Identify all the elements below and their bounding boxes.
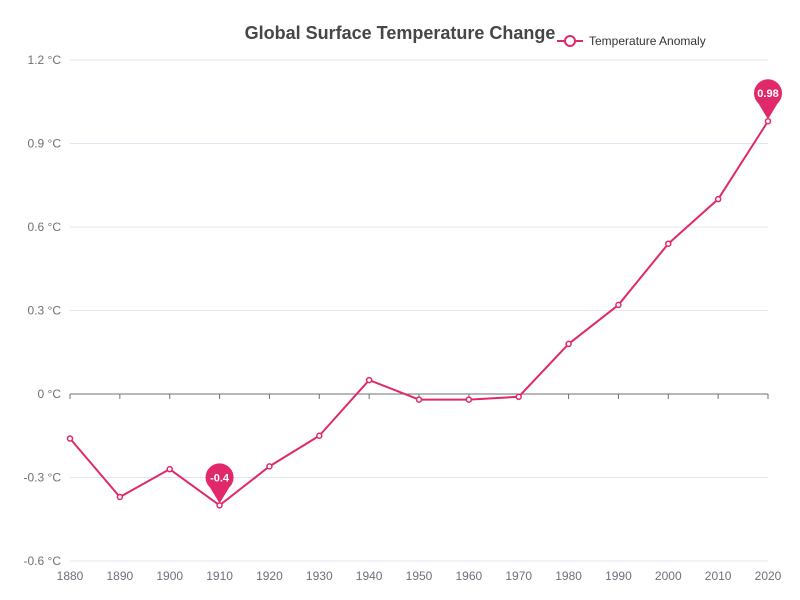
x-tick-label: 1910 xyxy=(206,569,233,583)
data-point[interactable] xyxy=(465,396,473,403)
legend[interactable]: Temperature Anomaly xyxy=(557,34,706,48)
markpoint-pin-shape xyxy=(205,463,234,504)
data-point[interactable] xyxy=(365,376,373,384)
chart-title: Global Surface Temperature Change xyxy=(245,23,556,43)
x-tick-label: 1960 xyxy=(456,569,483,583)
x-tick-label: 2000 xyxy=(655,569,682,583)
series-line xyxy=(69,120,769,507)
grid-lines xyxy=(70,59,768,562)
x-tick-label: 2010 xyxy=(705,569,732,583)
x-axis-labels: 1880 1890 1900 1910 1920 1930 1940 1950 1960 1970… xyxy=(57,569,782,583)
x-tick-label: 1950 xyxy=(406,569,433,583)
x-tick-label: 1990 xyxy=(605,569,632,583)
data-point[interactable] xyxy=(116,493,124,501)
x-tick-label: 1900 xyxy=(156,569,183,583)
y-tick-label: 1.2 °C xyxy=(28,53,62,67)
data-point[interactable] xyxy=(764,117,772,125)
x-tick-label: 1970 xyxy=(505,569,532,583)
data-point[interactable] xyxy=(316,432,323,439)
x-tick-label: 1920 xyxy=(256,569,283,583)
data-point[interactable] xyxy=(66,435,74,442)
data-point[interactable] xyxy=(415,396,423,403)
x-tick-label: 1940 xyxy=(356,569,383,583)
data-point[interactable] xyxy=(714,195,722,203)
series-temperature-anomaly xyxy=(66,117,772,509)
markpoint-label: -0.4 xyxy=(210,472,230,484)
x-tick-label: 1980 xyxy=(555,569,582,583)
legend-marker-icon xyxy=(564,35,576,47)
x-tick-label: 1890 xyxy=(107,569,134,583)
data-point[interactable] xyxy=(665,240,672,247)
data-point[interactable] xyxy=(166,465,173,473)
y-tick-label: 0.6 °C xyxy=(28,220,62,234)
data-point[interactable] xyxy=(565,340,572,348)
markpoints: 0.98 -0.4 xyxy=(205,79,783,504)
legend-label: Temperature Anomaly xyxy=(589,34,706,48)
y-tick-label: -0.6 °C xyxy=(24,554,62,568)
markpoint-label: 0.98 xyxy=(757,88,778,100)
x-tick-label: 2020 xyxy=(755,569,782,583)
markpoint-pin[interactable]: -0.4 xyxy=(205,463,234,504)
markpoint-pin-shape xyxy=(754,79,783,120)
data-point[interactable] xyxy=(615,301,622,309)
y-tick-label: -0.3 °C xyxy=(24,471,62,485)
data-point[interactable] xyxy=(515,393,522,401)
y-tick-label: 0.9 °C xyxy=(28,137,62,151)
y-tick-label: 0.3 °C xyxy=(28,304,62,318)
x-tick-label: 1880 xyxy=(57,569,84,583)
y-axis-labels: 1.2 °C 0.9 °C 0.6 °C 0.3 °C 0 °C -0.3 °C -0.6 … xyxy=(24,53,62,568)
x-tick-label: 1930 xyxy=(306,569,333,583)
markpoint-pin[interactable]: 0.98 xyxy=(754,79,783,120)
y-tick-label: 0 °C xyxy=(38,387,62,401)
data-point[interactable] xyxy=(216,502,223,509)
data-point[interactable] xyxy=(266,463,273,470)
